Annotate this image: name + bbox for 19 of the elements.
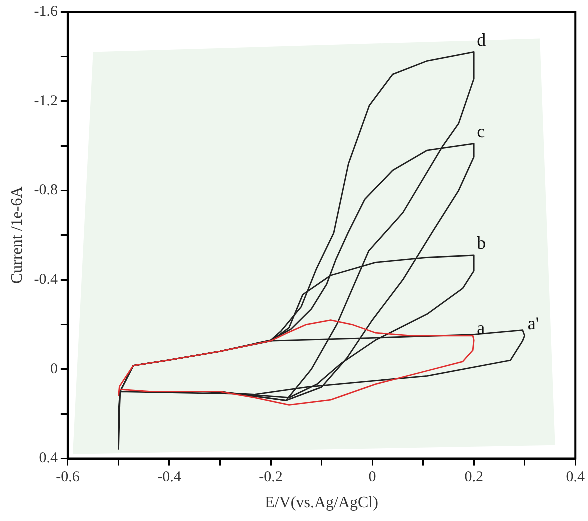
series-label: c — [477, 122, 486, 142]
series-label: d — [477, 30, 486, 50]
x-tick-label: -0.2 — [259, 470, 283, 486]
series-label: a' — [528, 314, 540, 334]
y-tick-label: 0 — [50, 361, 58, 378]
x-tick-label: 0 — [368, 470, 376, 486]
y-tick-label: 0.4 — [39, 450, 58, 467]
series-label: a — [477, 318, 486, 338]
y-tick-label: -0.4 — [34, 272, 58, 288]
y-tick-label: -1.2 — [34, 93, 58, 110]
x-axis-title: E/V(vs.Ag/AgCl) — [265, 494, 378, 512]
x-tick-label: -0.4 — [158, 470, 182, 486]
x-tick-label: -0.6 — [56, 470, 80, 486]
y-axis-title: Current /1e-6A — [8, 186, 26, 284]
x-tick-label: 0.2 — [464, 470, 484, 486]
y-tick-label: -0.8 — [34, 182, 58, 199]
x-tick-label: 0.4 — [566, 470, 586, 486]
series-label: b — [477, 233, 486, 254]
y-tick-label: -1.6 — [34, 4, 58, 20]
